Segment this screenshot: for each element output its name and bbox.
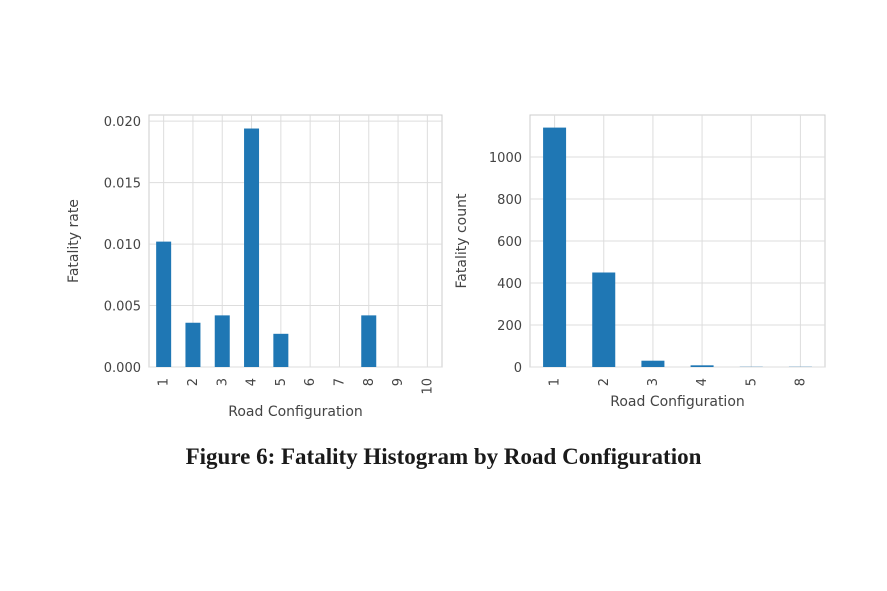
x-tick-label: 2: [597, 378, 612, 386]
x-axis-label: Road Configuration: [228, 404, 363, 420]
x-tick-label: 3: [646, 378, 661, 386]
y-tick-label: 400: [497, 277, 522, 292]
bar-1: [543, 127, 567, 367]
x-tick-label: 8: [362, 378, 377, 386]
fatality-rate-chart: 0.000 0.005 0.010 0.015 0.020 1 2 3 4 5 6 7 8 9 10 Road…: [66, 114, 443, 420]
y-tick-label: 0.010: [104, 238, 141, 253]
y-tick-label: 0.015: [104, 177, 141, 192]
x-tick-label: 5: [744, 378, 759, 386]
x-tick-label: 8: [793, 378, 808, 386]
y-tick-label: 0: [514, 361, 522, 376]
y-tick-label: 0.020: [104, 115, 141, 130]
bar-8: [361, 315, 377, 367]
y-tick-label: 600: [497, 235, 522, 250]
bar-4: [690, 365, 714, 367]
y-tick-label: 200: [497, 319, 522, 334]
x-tick-label: 1: [157, 378, 172, 386]
x-tick-label: 4: [695, 378, 710, 386]
x-tick-label: 1: [548, 378, 563, 386]
y-tick-label: 1000: [489, 151, 522, 166]
x-tick-label: 3: [215, 378, 230, 386]
y-tick-label: 0.000: [104, 361, 141, 376]
x-tick-label: 4: [245, 378, 260, 386]
x-tick-label: 9: [391, 378, 406, 386]
y-tick-label: 800: [497, 193, 522, 208]
x-tick-label: 10: [420, 378, 435, 395]
y-axis-label: Fatality rate: [66, 199, 82, 283]
y-axis-label: Fatality count: [454, 193, 470, 288]
y-tick-label: 0.005: [104, 300, 141, 315]
bar-2: [185, 322, 201, 367]
x-tick-label: 2: [186, 378, 201, 386]
bar-3: [214, 315, 230, 367]
bar-2: [592, 272, 616, 367]
bar-5: [273, 333, 289, 367]
bar-4: [244, 128, 260, 367]
x-tick-label: 6: [303, 378, 318, 386]
x-tick-label: 5: [274, 378, 289, 386]
x-axis-label: Road Configuration: [610, 394, 745, 410]
fatality-count-chart: 0 200 400 600 800 1000 1 2 3 4 5 8 Road Configuratio…: [454, 114, 826, 410]
x-tick-label: 7: [332, 378, 347, 386]
bar-3: [641, 360, 665, 367]
figure-caption: Figure 6: Fatality Histogram by Road Con…: [185, 444, 702, 469]
bar-1: [156, 241, 172, 367]
